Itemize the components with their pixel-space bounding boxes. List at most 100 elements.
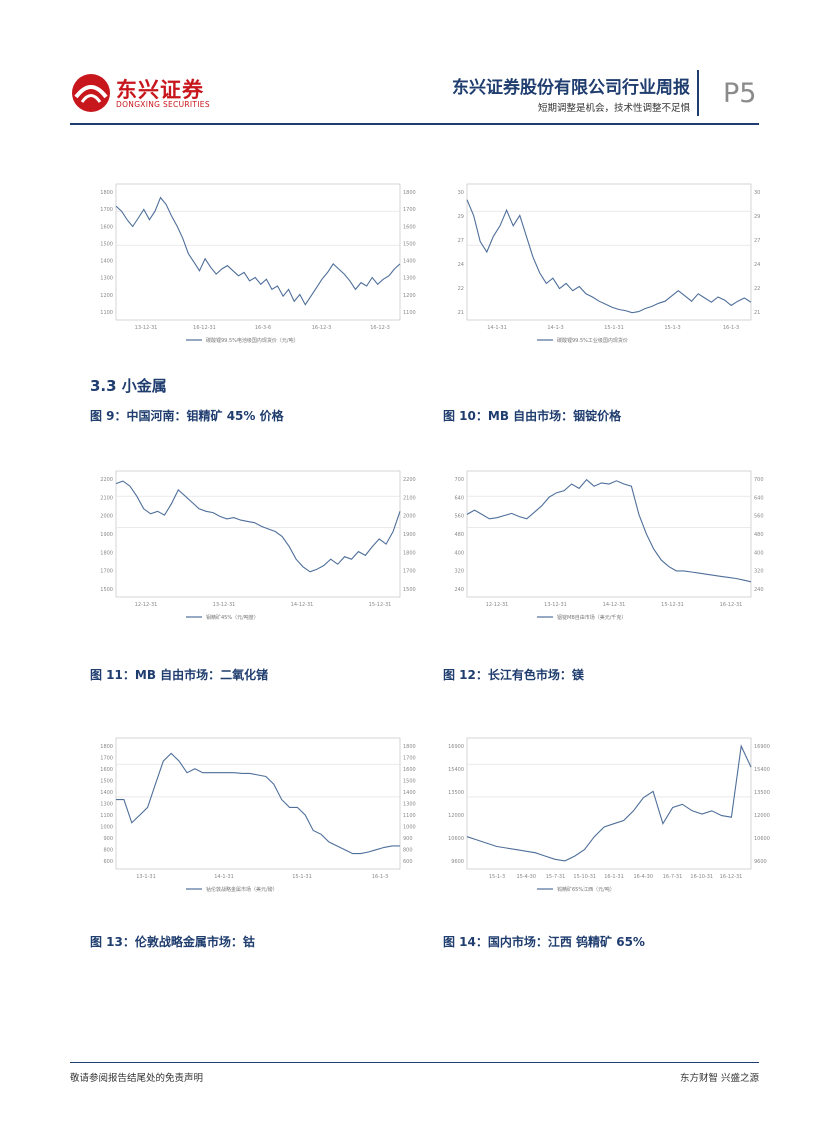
y-tick-left: 10600 xyxy=(448,836,464,842)
y-tick-right: 15400 xyxy=(754,767,770,773)
y-tick-left: 1000 xyxy=(100,825,113,831)
y-tick-left: 1500 xyxy=(100,779,113,785)
y-tick-right: 29 xyxy=(754,214,760,220)
y-tick-left: 240 xyxy=(454,587,464,593)
y-tick-left: 1300 xyxy=(100,802,113,808)
y-tick-right: 22 xyxy=(754,286,760,292)
y-tick-left: 1800 xyxy=(100,744,113,750)
y-tick-left: 1800 xyxy=(100,190,113,196)
y-tick-left: 2200 xyxy=(100,477,113,483)
y-tick-right: 1300 xyxy=(403,802,416,808)
legend-label: 碳酸锂99.5%电池级国内现货价（元/吨） xyxy=(206,337,299,344)
y-tick-right: 1900 xyxy=(403,532,416,538)
y-tick-left: 1900 xyxy=(100,532,113,538)
y-tick-left: 27 xyxy=(458,238,464,244)
chart-molybdenum-price: 2200 2200 2100 2100 2000 2000 1900 1900 1800 1800… xyxy=(100,470,416,621)
y-tick-left: 16900 xyxy=(448,744,464,750)
y-tick-left: 1700 xyxy=(100,569,113,575)
y-tick-left: 1100 xyxy=(100,310,113,316)
y-tick-right: 400 xyxy=(754,550,764,556)
y-tick-right: 600 xyxy=(403,859,413,865)
y-tick-right: 13500 xyxy=(754,790,770,796)
x-tick-label: 14-12-31 xyxy=(291,602,314,608)
y-tick-left: 21 xyxy=(458,310,464,316)
y-tick-left: 1300 xyxy=(100,276,113,282)
x-tick-label: 12-12-31 xyxy=(486,602,509,608)
figure-caption-9: 图 9：中国河南：钼精矿 45% 价格 xyxy=(90,409,284,423)
x-tick-label: 16-7-31 xyxy=(663,874,683,880)
y-tick-right: 1200 xyxy=(403,293,416,299)
chart-cobalt-price: 1800 1800 1700 1700 1600 1600 1500 1500 1400 1400… xyxy=(100,737,416,893)
x-tick-label: 13-1-31 xyxy=(136,874,156,880)
y-tick-right: 560 xyxy=(754,514,764,520)
y-tick-right: 1100 xyxy=(403,310,416,316)
x-tick-label: 16-4-30 xyxy=(633,874,653,880)
y-tick-right: 1600 xyxy=(403,767,416,773)
series-line xyxy=(466,199,752,314)
x-tick-label: 16-12-3 xyxy=(370,325,390,331)
figure-caption-13: 图 13：伦敦战略金属市场：钴 xyxy=(90,935,255,949)
figure-caption-10: 图 10：MB 自由市场：铟锭价格 xyxy=(443,409,622,423)
figure-caption-14: 图 14：国内市场：江西 钨精矿 65% xyxy=(443,935,645,949)
footer-disclaimer-note: 敬请参阅报告结尾处的免责声明 xyxy=(70,1073,204,1084)
y-tick-right: 1800 xyxy=(403,190,416,196)
y-tick-right: 21 xyxy=(754,310,760,316)
report-subtitle: 短期调整是机会，技术性调整不足惧 xyxy=(537,103,690,114)
x-tick-label: 14-1-31 xyxy=(487,325,507,331)
x-tick-label: 16-12-31 xyxy=(720,874,743,880)
y-tick-left: 9600 xyxy=(451,859,464,865)
y-tick-left: 320 xyxy=(454,569,464,575)
y-tick-right: 1700 xyxy=(403,207,416,213)
y-tick-right: 24 xyxy=(754,262,760,268)
y-tick-right: 1700 xyxy=(403,756,416,762)
y-tick-right: 1700 xyxy=(403,569,416,575)
x-tick-label: 15-10-31 xyxy=(573,874,596,880)
y-tick-left: 1600 xyxy=(100,767,113,773)
y-tick-left: 800 xyxy=(103,848,113,854)
x-tick-label: 16-3-6 xyxy=(255,325,271,331)
x-tick-label: 16-12-3 xyxy=(312,325,332,331)
y-tick-right: 640 xyxy=(754,495,764,501)
y-tick-right: 12000 xyxy=(754,813,770,819)
plot-frame xyxy=(115,737,401,870)
page-number: P5 xyxy=(723,78,757,109)
chart-lithium-industrial-grade: 30 30 29 29 27 27 24 24 22 22 21 21 14-1-31 14-1-3 15-… xyxy=(458,183,760,344)
y-tick-left: 900 xyxy=(103,836,113,842)
y-tick-right: 800 xyxy=(403,848,413,854)
header-rule xyxy=(70,123,759,125)
y-tick-left: 30 xyxy=(458,190,464,196)
y-tick-right: 1100 xyxy=(403,813,416,819)
y-tick-left: 1700 xyxy=(100,207,113,213)
x-tick-label: 12-12-31 xyxy=(135,602,158,608)
y-tick-left: 1600 xyxy=(100,224,113,230)
y-tick-right: 700 xyxy=(754,477,764,483)
y-tick-left: 480 xyxy=(454,532,464,538)
x-tick-label: 13-12-31 xyxy=(213,602,236,608)
y-tick-right: 1300 xyxy=(403,276,416,282)
x-tick-label: 16-1-31 xyxy=(604,874,624,880)
y-tick-left: 560 xyxy=(454,514,464,520)
x-tick-label: 16-12-31 xyxy=(720,602,743,608)
legend-label: 碳酸锂99.5%工业级国内现货价 xyxy=(557,337,628,344)
y-tick-left: 640 xyxy=(454,495,464,501)
section-title: 3.3 小金属 xyxy=(90,377,167,395)
y-tick-left: 400 xyxy=(454,550,464,556)
y-tick-right: 1500 xyxy=(403,587,416,593)
chart-indium-price: 700 700 640 640 560 560 480 480 400 400 320 320 240 2… xyxy=(454,470,764,621)
y-tick-right: 320 xyxy=(754,569,764,575)
y-tick-left: 1800 xyxy=(100,550,113,556)
y-tick-right: 1500 xyxy=(403,241,416,247)
y-tick-right: 2100 xyxy=(403,495,416,501)
series-line xyxy=(466,744,752,862)
series-line xyxy=(115,480,401,573)
y-tick-right: 1500 xyxy=(403,779,416,785)
company-logo-icon xyxy=(72,74,110,112)
y-tick-right: 9600 xyxy=(754,859,767,865)
x-tick-label: 16-1-3 xyxy=(723,325,739,331)
y-tick-left: 29 xyxy=(458,214,464,220)
y-tick-right: 27 xyxy=(754,238,760,244)
y-tick-left: 13500 xyxy=(448,790,464,796)
plot-frame xyxy=(466,470,752,598)
y-tick-left: 12000 xyxy=(448,813,464,819)
x-tick-label: 15-12-31 xyxy=(369,602,392,608)
